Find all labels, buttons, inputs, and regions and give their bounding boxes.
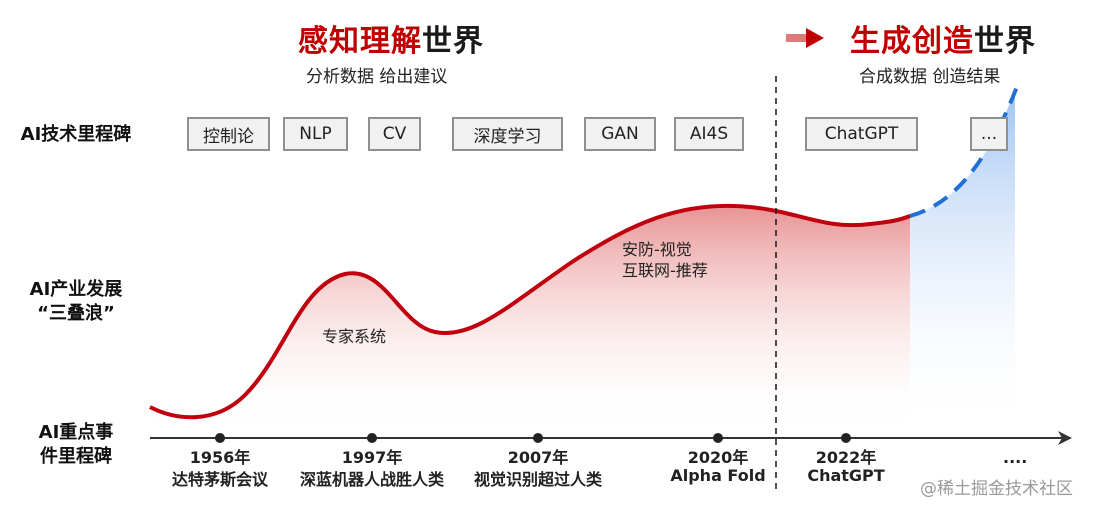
watermark: @稀土掘金技术社区 <box>920 479 1073 499</box>
wave-label-third-line1: 安防-视觉 <box>622 240 692 259</box>
event-year: 2022年 <box>815 448 877 467</box>
right-title-rest: 世界 <box>974 24 1036 59</box>
industry-wave-curve <box>149 203 911 420</box>
tech-milestone-box: ... <box>970 117 1008 151</box>
row-label-industry-line2: “三叠浪” <box>37 303 115 324</box>
event-name: 达特茅斯会议 <box>171 470 269 489</box>
event-dot <box>713 433 723 443</box>
event-name: ChatGPT <box>807 466 885 485</box>
event-name: Alpha Fold <box>670 466 766 485</box>
row-label-tech: AI技术里程碑 <box>20 124 132 145</box>
future-area-fill <box>910 90 1015 432</box>
event-dot <box>367 433 377 443</box>
tech-milestone-box: CV <box>368 117 421 151</box>
tech-milestone-box: ChatGPT <box>805 117 918 151</box>
wave-label-expert-systems: 专家系统 <box>322 327 387 346</box>
left-title-highlight: 感知理解 <box>298 24 422 59</box>
tech-milestone-box: AI4S <box>674 117 744 151</box>
tech-milestone-box: 深度学习 <box>452 117 563 151</box>
future-wave-curve <box>909 83 1020 218</box>
tech-milestone-box: 控制论 <box>187 117 270 151</box>
event-dot <box>533 433 543 443</box>
wave-label-third-line2: 互联网-推荐 <box>622 261 708 280</box>
event-dot <box>841 433 851 443</box>
tech-milestone-box: NLP <box>283 117 348 151</box>
event-dot <box>215 433 225 443</box>
row-label-events-line1: AI重点事 <box>38 422 114 443</box>
timeline-arrowhead <box>1058 431 1072 445</box>
timeline-end-ellipsis: .... <box>1003 448 1028 467</box>
event-year: 2020年 <box>687 448 749 467</box>
left-subtitle: 分析数据 给出建议 <box>306 67 448 87</box>
right-subtitle: 合成数据 创造结果 <box>859 67 1001 87</box>
row-label-events: AI重点事 件里程碑 <box>6 421 146 469</box>
event-year: 1956年 <box>189 448 251 467</box>
event-year: 2007年 <box>507 448 569 467</box>
event-year: 1997年 <box>341 448 403 467</box>
row-label-events-line2: 件里程碑 <box>40 446 112 467</box>
event-name: 深蓝机器人战胜人类 <box>299 470 445 489</box>
row-label-industry: AI产业发展 “三叠浪” <box>6 278 146 326</box>
right-title-highlight: 生成创造 <box>850 24 974 59</box>
wave-area-fill <box>150 205 910 432</box>
wave-label-third-wave: 安防-视觉 互联网-推荐 <box>622 239 708 281</box>
left-title-rest: 世界 <box>422 24 484 59</box>
right-title: 生成创造世界 <box>850 16 1036 60</box>
left-title: 感知理解世界 <box>298 16 484 60</box>
tech-milestone-box: GAN <box>584 117 656 151</box>
event-name: 视觉识别超过人类 <box>473 470 603 489</box>
transition-arrow-icon <box>786 28 824 48</box>
row-label-industry-line1: AI产业发展 <box>29 279 123 300</box>
